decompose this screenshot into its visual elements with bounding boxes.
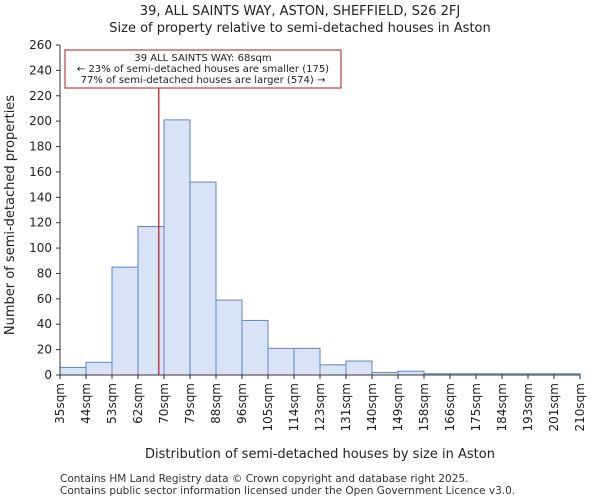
- histogram-bar-149sqm: [397, 370, 425, 376]
- histogram-bar-53sqm: [111, 266, 139, 376]
- histogram-bar-105sqm: [267, 347, 295, 376]
- y-tick-label: 80: [37, 266, 52, 280]
- x-tick-label: 96sqm: [235, 383, 249, 424]
- x-tick-label: 131sqm: [339, 383, 353, 431]
- x-axis: 35sqm 44sqm 53sqm 62sqm 70sqm 79sqm 88sqm 96sqm…: [53, 374, 587, 431]
- footer-line-2: Contains public sector information licen…: [60, 485, 516, 497]
- histogram-bar-62sqm: [137, 226, 165, 376]
- histogram-bar-35sqm: [59, 366, 87, 376]
- x-tick-label: 201sqm: [547, 383, 561, 431]
- histogram-bar-79sqm: [189, 181, 217, 376]
- y-tick-label: 260: [29, 38, 52, 52]
- x-tick-label: 166sqm: [443, 383, 457, 431]
- x-tick-label: 35sqm: [53, 383, 67, 424]
- x-tick-label: 105sqm: [261, 383, 275, 431]
- y-tick-label: 160: [29, 165, 52, 179]
- y-tick-label: 220: [29, 89, 52, 103]
- histogram-bar-123sqm: [319, 364, 347, 376]
- annotation-box: [64, 49, 342, 89]
- y-tick-label: 40: [37, 317, 52, 331]
- histogram-bar-88sqm: [215, 299, 243, 376]
- chart-subtitle: Size of property relative to semi-detach…: [109, 21, 491, 36]
- annotation-line-3: 77% of semi-detached houses are larger (…: [81, 75, 326, 86]
- histogram-bar-44sqm: [85, 361, 113, 376]
- x-axis-title: Distribution of semi-detached houses by …: [145, 447, 495, 462]
- x-tick-label: 149sqm: [391, 383, 405, 431]
- y-axis-title: Number of semi-detached properties: [3, 95, 18, 335]
- chart-title: 39, ALL SAINTS WAY, ASTON, SHEFFIELD, S2…: [139, 4, 461, 19]
- y-tick-label: 60: [37, 292, 52, 306]
- y-tick-label: 200: [29, 114, 52, 128]
- x-tick-label: 175sqm: [469, 383, 483, 431]
- x-tick-label: 123sqm: [313, 383, 327, 431]
- x-tick-label: 79sqm: [183, 383, 197, 424]
- histogram-bar-70sqm: [163, 119, 191, 376]
- footer-line-1: Contains HM Land Registry data © Crown c…: [60, 473, 469, 485]
- histogram-bar-96sqm: [241, 319, 269, 376]
- x-tick-label: 158sqm: [417, 383, 431, 431]
- histogram-bar-114sqm: [293, 347, 321, 376]
- annotation-line-1: 39 ALL SAINTS WAY: 68sqm: [134, 53, 271, 64]
- x-tick-label: 114sqm: [287, 383, 301, 431]
- x-tick-label: 44sqm: [79, 383, 93, 424]
- x-tick-label: 62sqm: [131, 383, 145, 424]
- y-tick-label: 240: [29, 63, 52, 77]
- bars-group: [59, 119, 581, 376]
- y-tick-label: 20: [37, 343, 52, 357]
- annotation-line-2: ← 23% of semi-detached houses are smalle…: [77, 64, 329, 75]
- x-tick-label: 210sqm: [573, 383, 587, 431]
- x-tick-label: 88sqm: [209, 383, 223, 424]
- x-tick-label: 184sqm: [495, 383, 509, 431]
- x-tick-label: 140sqm: [365, 383, 379, 431]
- y-tick-label: 120: [29, 216, 52, 230]
- y-tick-label: 140: [29, 190, 52, 204]
- x-tick-label: 70sqm: [157, 383, 171, 424]
- y-tick-label: 180: [29, 140, 52, 154]
- y-axis: 0 20 40 60 80 100 120 140 160 180 200 220 240 260: [29, 38, 61, 382]
- y-tick-label: 0: [44, 368, 52, 382]
- x-tick-label: 53sqm: [105, 383, 119, 424]
- x-tick-label: 193sqm: [521, 383, 535, 431]
- marker-group: 39 ALL SAINTS WAY: 68sqm← 23% of semi-de…: [64, 49, 342, 375]
- histogram-bar-131sqm: [345, 360, 373, 376]
- y-tick-label: 100: [29, 241, 52, 255]
